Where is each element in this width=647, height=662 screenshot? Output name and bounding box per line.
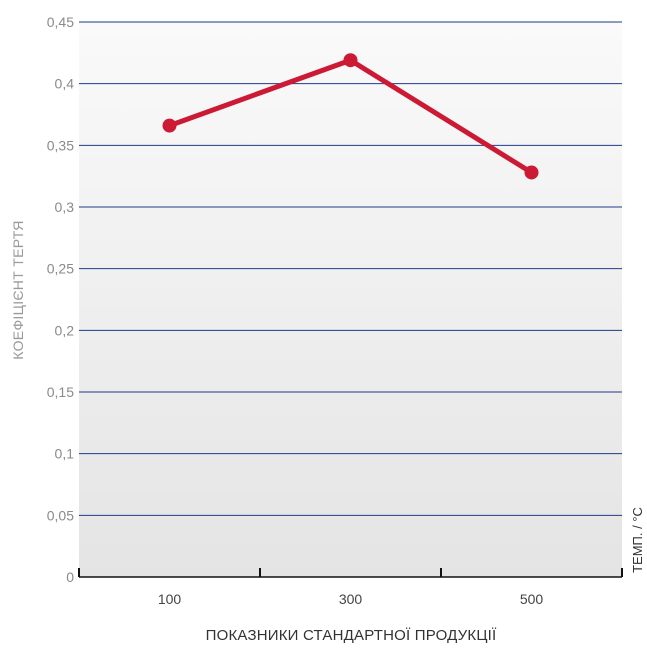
data-point [343, 53, 358, 68]
y-tick-label: 0,4 [55, 76, 75, 92]
y-tick-label: 0,2 [55, 322, 75, 338]
y-tick-label: 0,45 [47, 14, 74, 30]
y-tick-label: 0,25 [47, 261, 74, 277]
x-axis-title: ПОКАЗНИКИ СТАНДАРТНОЇ ПРОДУКЦІЇ [206, 627, 497, 644]
x-tick-label: 500 [520, 591, 544, 607]
x-tick-labels: 100 300 500 [158, 591, 544, 607]
y-tick-label: 0,3 [55, 199, 75, 215]
y-axis-title: КОЕФІЦІЄНТ ТЕРТЯ [10, 220, 26, 359]
y-tick-label: 0,1 [55, 446, 75, 462]
plot-background [79, 22, 622, 577]
x-unit-label: ТЕМП. / °C [630, 507, 645, 573]
x-axis [78, 568, 623, 578]
data-point [162, 118, 177, 133]
x-tick-label: 300 [339, 591, 363, 607]
y-tick-label: 0 [66, 569, 74, 585]
y-tick-label: 0,15 [47, 384, 74, 400]
y-tick-labels: 0 0,05 0,1 0,15 0,2 0,25 0,3 0,35 0,4 0,45 [47, 14, 74, 585]
y-tick-label: 0,05 [47, 507, 74, 523]
data-series [162, 53, 539, 180]
x-tick-label: 100 [158, 591, 182, 607]
grid-lines [79, 21, 622, 516]
data-point [524, 165, 539, 180]
y-tick-label: 0,35 [47, 137, 74, 153]
